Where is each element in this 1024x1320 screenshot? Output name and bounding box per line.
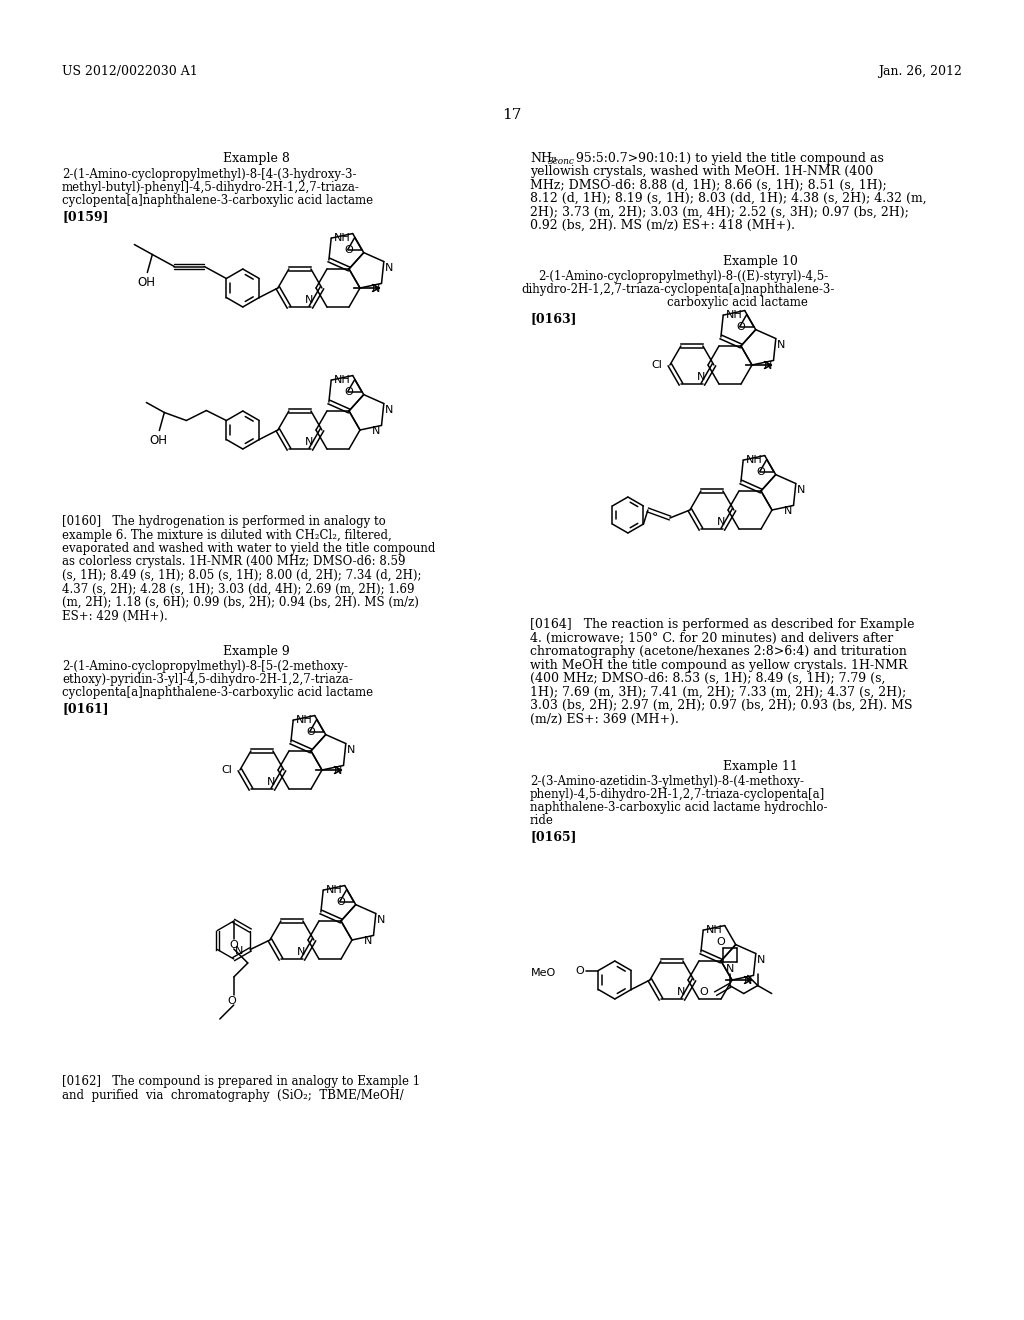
Text: O: O xyxy=(736,322,745,331)
Text: MHz; DMSO-d6: 8.88 (d, 1H); 8.66 (s, 1H); 8.51 (s, 1H);: MHz; DMSO-d6: 8.88 (d, 1H); 8.66 (s, 1H)… xyxy=(530,178,887,191)
Text: O: O xyxy=(337,898,345,907)
Text: N: N xyxy=(677,987,685,997)
Text: N: N xyxy=(777,339,785,350)
Text: cyclopenta[a]naphthalene-3-carboxylic acid lactame: cyclopenta[a]naphthalene-3-carboxylic ac… xyxy=(62,686,373,700)
Text: yellowish crystals, washed with MeOH. 1H-NMR (400: yellowish crystals, washed with MeOH. 1H… xyxy=(530,165,873,178)
Text: N: N xyxy=(234,946,243,956)
Text: NH: NH xyxy=(327,886,343,895)
Text: N: N xyxy=(347,744,355,755)
Text: [0159]: [0159] xyxy=(62,210,109,223)
Text: O: O xyxy=(229,940,239,950)
Text: (s, 1H); 8.49 (s, 1H); 8.05 (s, 1H); 8.00 (d, 2H); 7.34 (d, 2H);: (s, 1H); 8.49 (s, 1H); 8.05 (s, 1H); 8.0… xyxy=(62,569,422,582)
Text: O: O xyxy=(227,997,237,1006)
Text: chromatography (acetone/hexanes 2:8>6:4) and trituration: chromatography (acetone/hexanes 2:8>6:4)… xyxy=(530,645,907,657)
Text: [0161]: [0161] xyxy=(62,702,109,715)
Text: as colorless crystals. 1H-NMR (400 MHz; DMSO-d6: 8.59: as colorless crystals. 1H-NMR (400 MHz; … xyxy=(62,556,406,569)
Text: Cl: Cl xyxy=(221,766,231,775)
Text: 2-(1-Amino-cyclopropylmethyl)-8-[5-(2-methoxy-: 2-(1-Amino-cyclopropylmethyl)-8-[5-(2-me… xyxy=(62,660,348,673)
Text: [0164]   The reaction is performed as described for Example: [0164] The reaction is performed as desc… xyxy=(530,618,914,631)
Text: 8.12 (d, 1H); 8.19 (s, 1H); 8.03 (dd, 1H); 4.38 (s, 2H); 4.32 (m,: 8.12 (d, 1H); 8.19 (s, 1H); 8.03 (dd, 1H… xyxy=(530,191,927,205)
Text: NH: NH xyxy=(707,925,723,935)
Text: 95:5:0.7>90:10:1) to yield the title compound as: 95:5:0.7>90:10:1) to yield the title com… xyxy=(572,152,884,165)
Text: OH: OH xyxy=(137,276,156,289)
Text: (m/z) ES+: 369 (MH+).: (m/z) ES+: 369 (MH+). xyxy=(530,713,679,726)
Text: naphthalene-3-carboxylic acid lactame hydrochlo-: naphthalene-3-carboxylic acid lactame hy… xyxy=(530,801,827,814)
Text: ethoxy)-pyridin-3-yl]-4,5-dihydro-2H-1,2,7-triaza-: ethoxy)-pyridin-3-yl]-4,5-dihydro-2H-1,2… xyxy=(62,673,353,686)
Text: NH: NH xyxy=(296,715,313,725)
Text: ES+: 429 (MH+).: ES+: 429 (MH+). xyxy=(62,610,168,623)
Text: evaporated and washed with water to yield the title compound: evaporated and washed with water to yiel… xyxy=(62,543,435,554)
Text: (400 MHz; DMSO-d6: 8.53 (s, 1H); 8.49 (s, 1H); 7.79 (s,: (400 MHz; DMSO-d6: 8.53 (s, 1H); 8.49 (s… xyxy=(530,672,886,685)
Text: 2-(3-Amino-azetidin-3-ylmethyl)-8-(4-methoxy-: 2-(3-Amino-azetidin-3-ylmethyl)-8-(4-met… xyxy=(530,775,804,788)
Text: N: N xyxy=(372,426,381,437)
Text: 2H); 3.73 (m, 2H); 3.03 (m, 4H); 2.52 (s, 3H); 0.97 (bs, 2H);: 2H); 3.73 (m, 2H); 3.03 (m, 4H); 2.52 (s… xyxy=(530,206,909,219)
Text: N: N xyxy=(744,977,753,986)
Text: N: N xyxy=(764,362,772,371)
Text: ride: ride xyxy=(530,814,554,828)
Text: O: O xyxy=(345,387,353,397)
Text: O: O xyxy=(717,937,725,946)
Text: N: N xyxy=(717,517,725,527)
Text: 2-(1-Amino-cyclopropylmethyl)-8-((E)-styryl)-4,5-: 2-(1-Amino-cyclopropylmethyl)-8-((E)-sty… xyxy=(538,271,828,282)
Text: cyclopenta[a]naphthalene-3-carboxylic acid lactame: cyclopenta[a]naphthalene-3-carboxylic ac… xyxy=(62,194,373,207)
Text: 2-(1-Amino-cyclopropylmethyl)-8-[4-(3-hydroxy-3-: 2-(1-Amino-cyclopropylmethyl)-8-[4-(3-hy… xyxy=(62,168,356,181)
Text: 0.92 (bs, 2H). MS (m/z) ES+: 418 (MH+).: 0.92 (bs, 2H). MS (m/z) ES+: 418 (MH+). xyxy=(530,219,795,232)
Text: O: O xyxy=(345,246,353,255)
Text: [0160]   The hydrogenation is performed in analogy to: [0160] The hydrogenation is performed in… xyxy=(62,515,386,528)
Text: NH: NH xyxy=(726,310,743,321)
Text: Example 9: Example 9 xyxy=(222,645,290,657)
Text: N: N xyxy=(334,767,342,776)
Text: dihydro-2H-1,2,7-triaza-cyclopenta[a]naphthalene-3-: dihydro-2H-1,2,7-triaza-cyclopenta[a]nap… xyxy=(521,282,835,296)
Text: N: N xyxy=(385,404,393,414)
Text: N: N xyxy=(797,484,805,495)
Text: NH: NH xyxy=(334,234,351,243)
Text: [0162]   The compound is prepared in analogy to Example 1: [0162] The compound is prepared in analo… xyxy=(62,1074,420,1088)
Text: 3conc: 3conc xyxy=(548,157,574,166)
Text: N: N xyxy=(385,263,393,272)
Text: [0165]: [0165] xyxy=(530,830,577,843)
Text: N: N xyxy=(266,777,275,787)
Text: 4.37 (s, 2H); 4.28 (s, 1H); 3.03 (dd, 4H); 2.69 (m, 2H); 1.69: 4.37 (s, 2H); 4.28 (s, 1H); 3.03 (dd, 4H… xyxy=(62,582,415,595)
Text: example 6. The mixture is diluted with CH₂Cl₂, filtered,: example 6. The mixture is diluted with C… xyxy=(62,528,392,541)
Text: O: O xyxy=(306,727,315,737)
Text: N: N xyxy=(696,372,706,381)
Text: NH: NH xyxy=(746,455,763,465)
Text: and  purified  via  chromatography  (SiO₂;  TBME/MeOH/: and purified via chromatography (SiO₂; T… xyxy=(62,1089,403,1101)
Text: N: N xyxy=(365,936,373,946)
Text: Example 11: Example 11 xyxy=(723,760,798,774)
Text: 1H); 7.69 (m, 3H); 7.41 (m, 2H); 7.33 (m, 2H); 4.37 (s, 2H);: 1H); 7.69 (m, 3H); 7.41 (m, 2H); 7.33 (m… xyxy=(530,685,906,698)
Text: N: N xyxy=(305,296,313,305)
Text: [0163]: [0163] xyxy=(530,312,577,325)
Text: N: N xyxy=(377,915,385,924)
Text: MeO: MeO xyxy=(531,968,556,978)
Text: phenyl)-4,5-dihydro-2H-1,2,7-triaza-cyclopenta[a]: phenyl)-4,5-dihydro-2H-1,2,7-triaza-cycl… xyxy=(530,788,825,801)
Text: Cl: Cl xyxy=(651,360,662,370)
Text: methyl-butyl)-phenyl]-4,5-dihydro-2H-1,2,7-triaza-: methyl-butyl)-phenyl]-4,5-dihydro-2H-1,2… xyxy=(62,181,359,194)
Text: 3.03 (bs, 2H); 2.97 (m, 2H); 0.97 (bs, 2H); 0.93 (bs, 2H). MS: 3.03 (bs, 2H); 2.97 (m, 2H); 0.97 (bs, 2… xyxy=(530,700,912,711)
Text: 4. (microwave; 150° C. for 20 minutes) and delivers after: 4. (microwave; 150° C. for 20 minutes) a… xyxy=(530,631,893,644)
Text: N: N xyxy=(297,946,305,957)
Text: O: O xyxy=(575,965,585,975)
Text: O: O xyxy=(699,986,708,997)
Text: Jan. 26, 2012: Jan. 26, 2012 xyxy=(879,65,962,78)
Text: OH: OH xyxy=(150,434,167,447)
Text: N: N xyxy=(784,507,793,516)
Text: N: N xyxy=(757,954,765,965)
Text: NH: NH xyxy=(334,375,351,385)
Text: NH₃: NH₃ xyxy=(530,152,557,165)
Text: N: N xyxy=(305,437,313,447)
Text: Example 8: Example 8 xyxy=(222,152,290,165)
Text: N: N xyxy=(726,964,734,974)
Text: 17: 17 xyxy=(503,108,521,121)
Text: carboxylic acid lactame: carboxylic acid lactame xyxy=(667,296,808,309)
Text: US 2012/0022030 A1: US 2012/0022030 A1 xyxy=(62,65,198,78)
Text: (m, 2H); 1.18 (s, 6H); 0.99 (bs, 2H); 0.94 (bs, 2H). MS (m/z): (m, 2H); 1.18 (s, 6H); 0.99 (bs, 2H); 0.… xyxy=(62,597,419,609)
Text: N: N xyxy=(372,284,381,294)
Text: O: O xyxy=(757,467,765,477)
Text: with MeOH the title compound as yellow crystals. 1H-NMR: with MeOH the title compound as yellow c… xyxy=(530,659,907,672)
Text: Example 10: Example 10 xyxy=(723,255,798,268)
